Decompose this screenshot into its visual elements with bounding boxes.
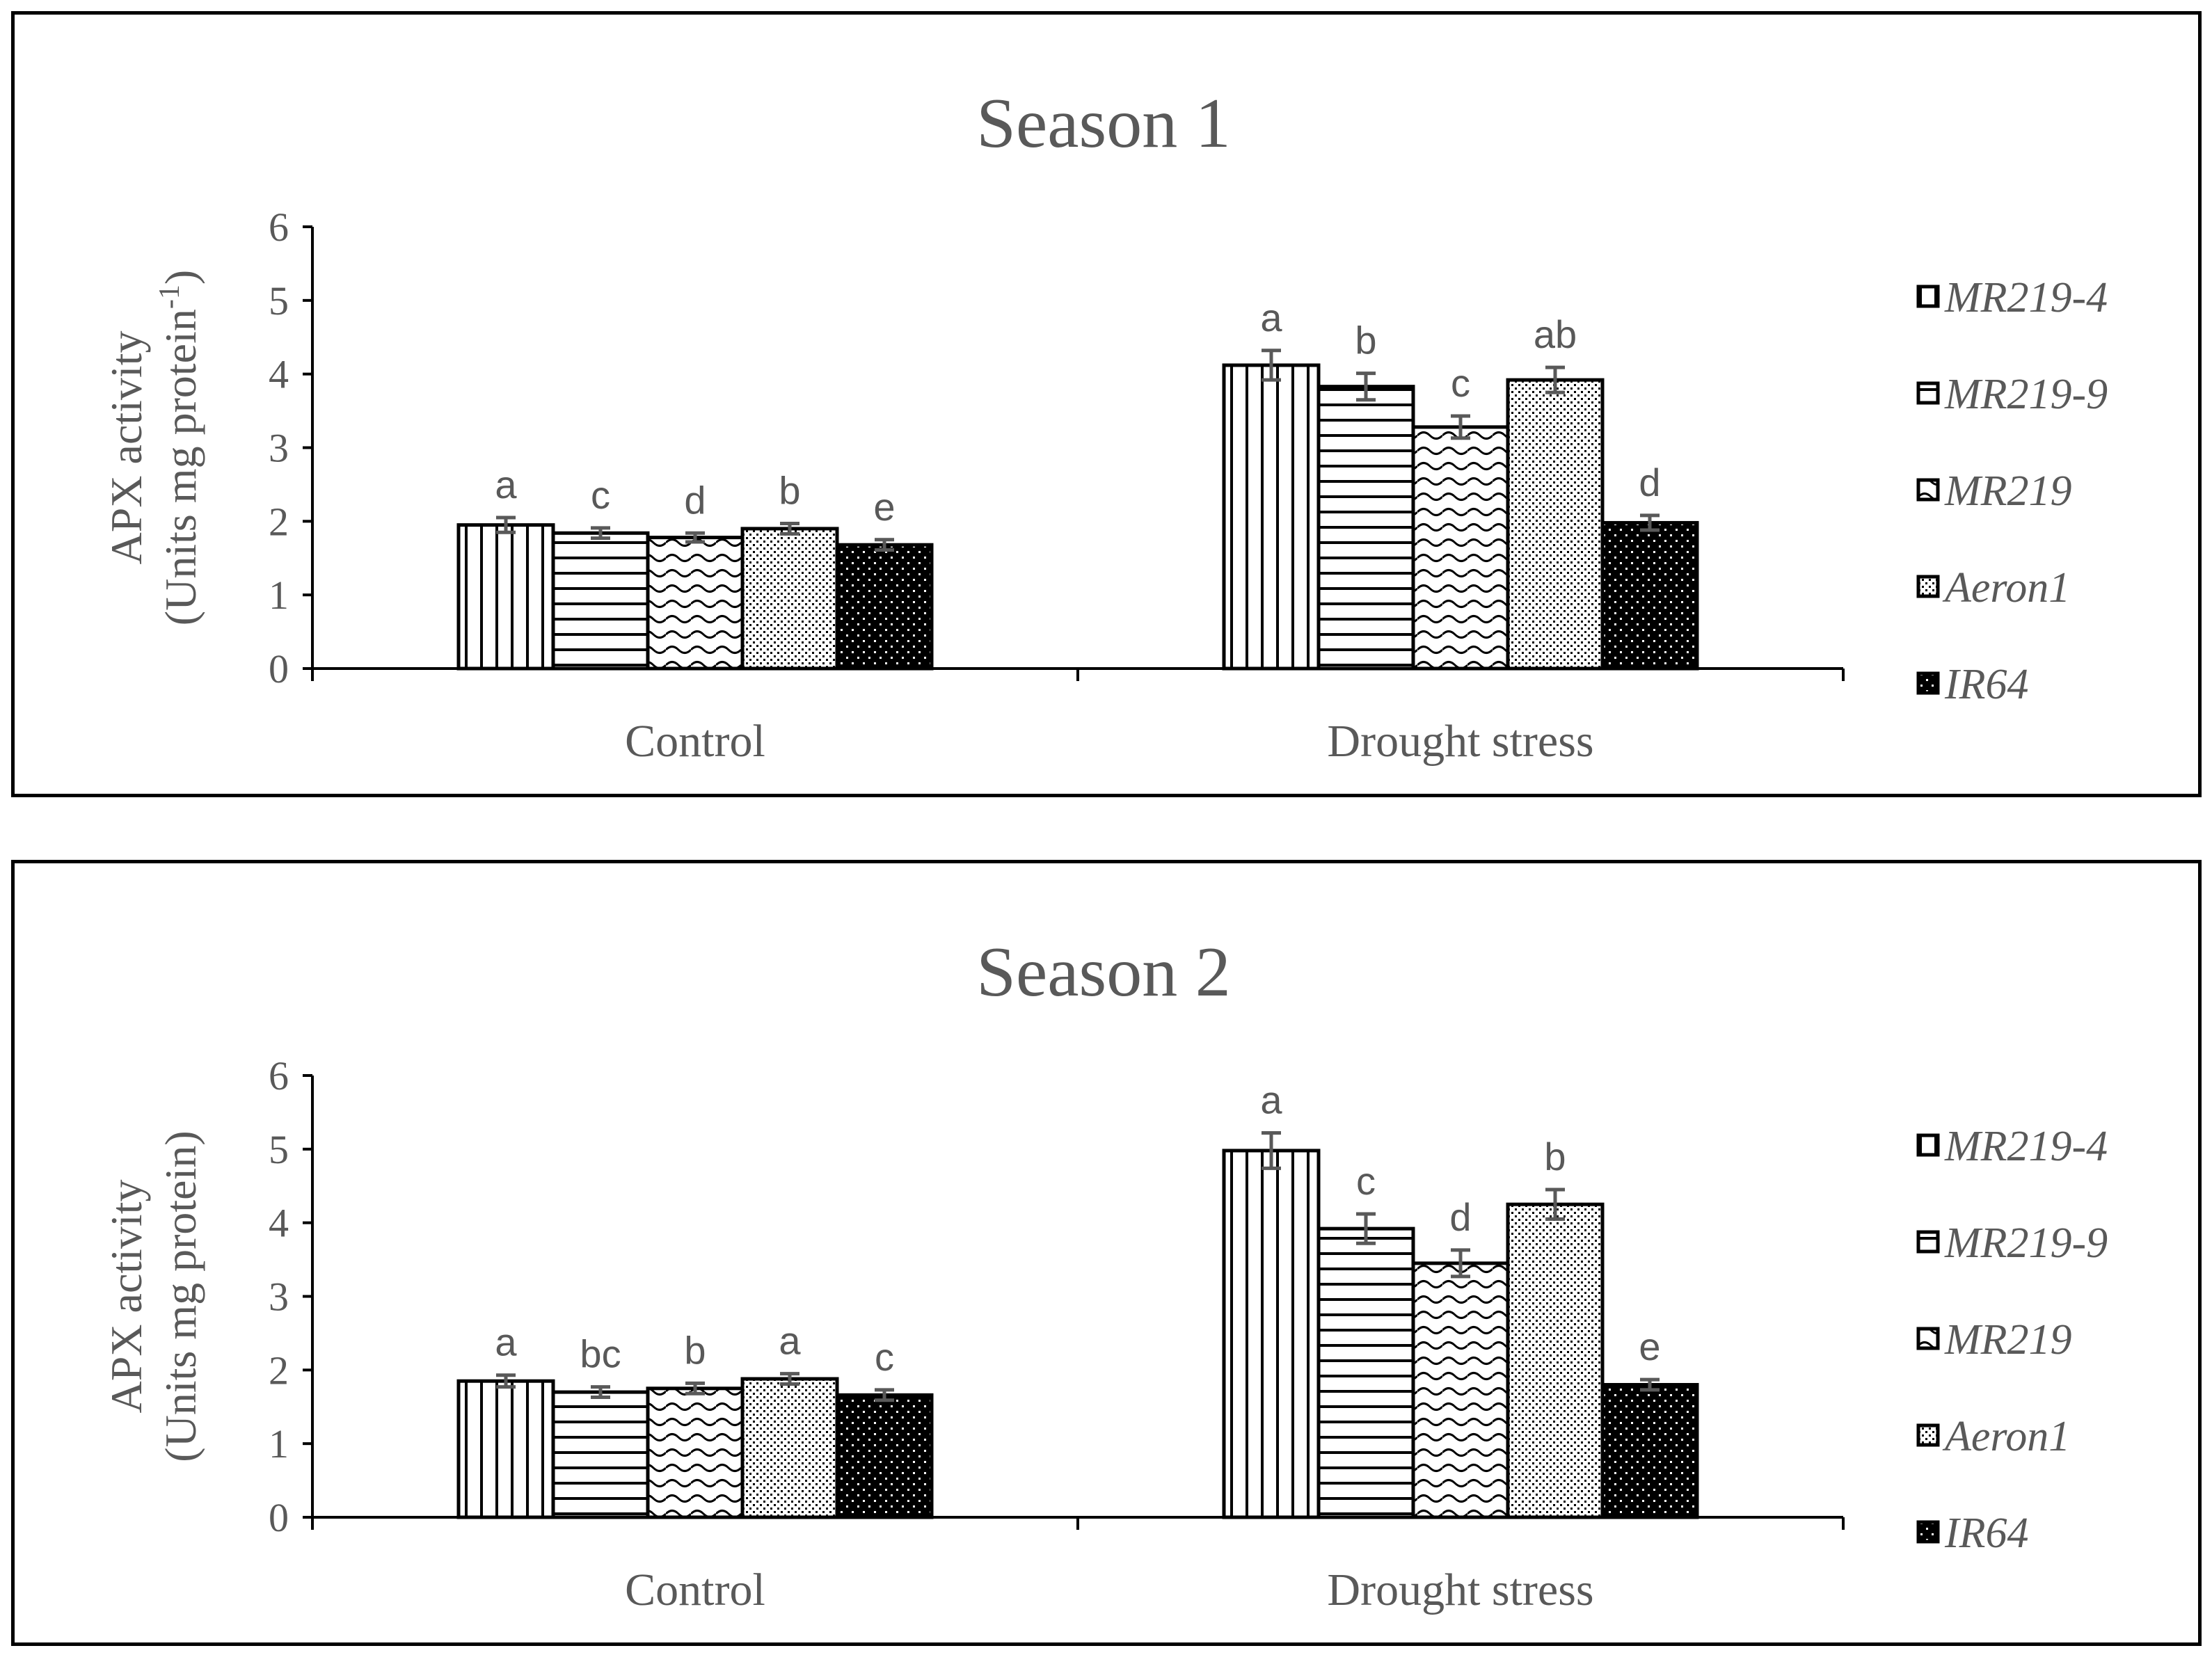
- y-axis-label-line-1: APX activity: [102, 331, 151, 565]
- legend-label-mr219-4: MR219-4: [1944, 1123, 2108, 1170]
- bar-mr219-9-drought-stress: [1316, 1226, 1415, 1519]
- y-tick-label: 0: [269, 646, 289, 691]
- y-tick-label: 0: [269, 1495, 289, 1540]
- legend-swatch-ir64: [1916, 671, 1940, 695]
- significance-letter: d: [684, 478, 706, 522]
- significance-letter: a: [1260, 1078, 1282, 1122]
- bar-ir64-control: [835, 543, 934, 671]
- legend-swatch-ir64: [1916, 1520, 1940, 1544]
- significance-letter: c: [591, 473, 610, 517]
- bar-ir64-control: [835, 1393, 934, 1519]
- bar-aeron1-control: [740, 527, 839, 671]
- legend-swatch-mr219-4: [1916, 1133, 1940, 1157]
- legend-label-mr219-9: MR219-9: [1944, 1220, 2108, 1267]
- bar-mr219-4-drought-stress: [1222, 363, 1321, 671]
- legend-swatch-mr219: [1916, 478, 1940, 502]
- bar-chart-season-1: Season 1 APX activity (Units mg protein-1)…: [102, 84, 2108, 767]
- significance-letter: c: [1356, 1159, 1376, 1203]
- significance-letter: a: [779, 1319, 801, 1363]
- x-category-label: Drought stress: [1327, 1565, 1593, 1615]
- bar-chart-season-2: Season 2 APX activity (Units mg protein) 0 1…: [102, 933, 2108, 1615]
- x-category-label: Control: [625, 716, 765, 767]
- significance-letter: d: [1449, 1195, 1471, 1239]
- legend-label-mr219-9: MR219-9: [1944, 371, 2108, 418]
- y-axis-label-line-2: (Units mg protein-1): [154, 270, 205, 625]
- y-tick-label: 5: [269, 1127, 289, 1172]
- significance-letter: a: [495, 1320, 517, 1364]
- significance-letter: a: [1260, 296, 1282, 339]
- y-tick-label: 1: [269, 573, 289, 618]
- y-tick-label: 1: [269, 1421, 289, 1466]
- bar-mr219-control: [646, 1386, 745, 1519]
- legend-swatch-aeron1: [1916, 1423, 1940, 1447]
- legend-swatch-mr219-9: [1916, 381, 1940, 405]
- legend-label-aeron1: Aeron1: [1942, 564, 2070, 611]
- bar-ir64-drought-stress: [1600, 1383, 1699, 1519]
- y-axis-label-line-1: APX activity: [102, 1180, 151, 1414]
- chart-title: Season 1: [976, 84, 1230, 163]
- significance-letter: c: [875, 1335, 894, 1379]
- significance-letter: a: [495, 463, 517, 506]
- legend-swatch-mr219: [1916, 1327, 1940, 1350]
- significance-letter: b: [1355, 319, 1376, 362]
- bar-mr219-drought-stress: [1411, 425, 1510, 671]
- legend-label-ir64: IR64: [1944, 1510, 2029, 1557]
- bar-ir64-drought-stress: [1600, 520, 1699, 671]
- significance-letter: b: [1544, 1135, 1566, 1178]
- bar-mr219-control: [646, 536, 745, 671]
- chart-panel-season-1: Season 1 APX activity (Units mg protein-1)…: [11, 11, 2202, 797]
- bar-mr219-9-control: [551, 1390, 650, 1519]
- bar-aeron1-control: [740, 1377, 839, 1519]
- legend-label-mr219: MR219: [1944, 1316, 2072, 1364]
- legend-swatch-mr219-9: [1916, 1230, 1940, 1254]
- bar-mr219-drought-stress: [1411, 1261, 1510, 1519]
- y-tick-label: 5: [269, 278, 289, 323]
- y-tick-label: 3: [269, 1274, 289, 1320]
- bar-mr219-4-control: [456, 1379, 555, 1519]
- significance-letter: b: [779, 469, 800, 513]
- bar-mr219-4-control: [456, 523, 555, 671]
- legend-swatch-mr219-4: [1916, 285, 1940, 308]
- significance-letter: b: [684, 1328, 706, 1372]
- y-tick-label: 2: [269, 499, 289, 544]
- bar-mr219-4-drought-stress: [1222, 1149, 1321, 1519]
- y-axis-label-line-2: (Units mg protein): [156, 1130, 205, 1462]
- y-tick-label: 4: [269, 1201, 289, 1246]
- legend-swatch-aeron1: [1916, 575, 1940, 598]
- bar-mr219-9-control: [551, 531, 650, 671]
- y-tick-label: 3: [269, 426, 289, 471]
- chart-title: Season 2: [976, 933, 1230, 1012]
- y-tick-label: 6: [269, 1053, 289, 1098]
- legend-label-mr219: MR219: [1944, 467, 2072, 515]
- chart-panel-season-2: Season 2 APX activity (Units mg protein) 0 1…: [11, 860, 2202, 1646]
- significance-letter: bc: [580, 1332, 621, 1376]
- significance-letter: ab: [1534, 312, 1577, 356]
- y-tick-label: 4: [269, 352, 289, 397]
- legend-label-ir64: IR64: [1944, 661, 2029, 708]
- significance-letter: e: [873, 485, 895, 529]
- significance-letter: c: [1451, 361, 1470, 405]
- legend-label-aeron1: Aeron1: [1942, 1413, 2070, 1460]
- bar-aeron1-drought-stress: [1506, 378, 1605, 671]
- legend-label-mr219-4: MR219-4: [1944, 274, 2108, 321]
- x-category-label: Control: [625, 1565, 765, 1615]
- bar-aeron1-drought-stress: [1506, 1202, 1605, 1519]
- significance-letter: e: [1639, 1325, 1660, 1368]
- significance-letter: d: [1639, 461, 1660, 504]
- y-tick-label: 2: [269, 1348, 289, 1393]
- x-category-label: Drought stress: [1327, 716, 1593, 767]
- bar-mr219-9-drought-stress: [1316, 385, 1415, 671]
- y-tick-label: 6: [269, 205, 289, 250]
